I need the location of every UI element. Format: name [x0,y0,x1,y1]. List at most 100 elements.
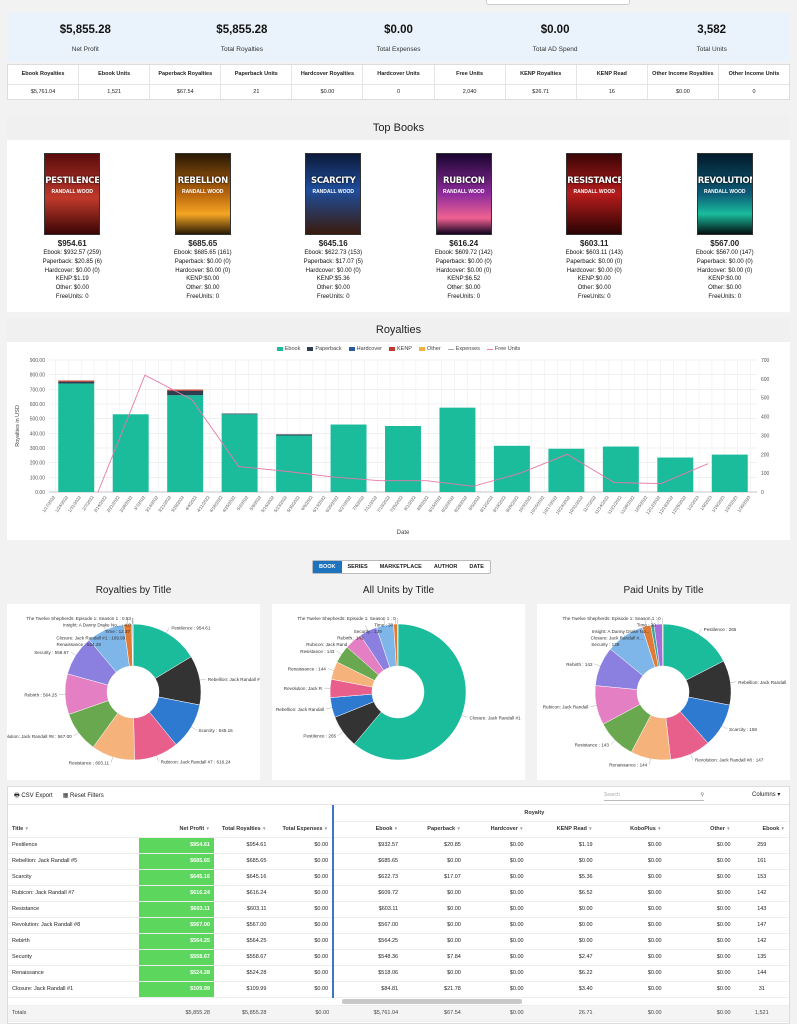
table-row[interactable]: Security $558.67 $558.67 $0.00 $548.36 $7.84 $… [8,949,789,966]
y-tick-label: 300.00 [30,446,46,452]
legend-item[interactable]: Free Units [486,346,520,352]
pie-label: Scarcity : 158 [729,727,757,732]
table-row[interactable]: Rebirth $564.25 $564.25 $0.00 $564.25 $0.00 $0… [8,933,789,950]
column-header[interactable]: KoboPlus ▼ [596,821,666,838]
tab-date[interactable]: DATE [469,564,484,570]
tab-series[interactable]: SERIES [347,564,368,570]
column-header[interactable]: Total Expenses ▼ [270,821,334,838]
bar-ebook [330,424,367,492]
tab-author[interactable]: AUTHOR [433,564,458,570]
legend-item[interactable]: Paperback [307,346,342,352]
y-tick-label: 900.00 [30,358,46,364]
table-row[interactable]: Scarcity $645.16 $645.16 $0.00 $622.73 $17.07… [8,869,789,886]
y2-tick-label: 0 [761,490,764,496]
book-cover-image[interactable]: RESISTANCE RANDALL WOOD [566,153,623,235]
legend-item[interactable]: KENP [389,346,412,352]
tab-marketplace[interactable]: MARKETPLACE [379,564,422,570]
filter-icon[interactable]: ▼ [260,825,267,831]
y-tick-label: 600.00 [30,402,46,408]
column-header[interactable]: Net Profit ▼ [138,821,214,838]
column-header[interactable]: Hardcover ▼ [464,821,528,838]
top-book[interactable]: RESISTANCE RANDALL WOOD $603.11 Ebook: $603… [529,153,660,302]
column-header[interactable]: KENP Read ▼ [527,821,597,838]
breakdown-label: Free Units [434,65,505,85]
filter-icon[interactable]: ▼ [586,826,593,831]
table-row[interactable]: Resistance $603.11 $603.11 $0.00 $603.11 $0.0… [8,901,789,918]
bar-ebook [112,414,149,492]
table-cell: $0.00 [596,933,666,950]
grid-toolbar: 🖶 CSV Export ▦ Reset Filters Search ⚲ Col… [8,787,789,805]
table-row[interactable]: Rubicon: Jack Randall #7 $616.24 $616.24 $0… [8,885,789,902]
top-book[interactable]: SCARCITY RANDALL WOOD $645.16 Ebook: $622.7… [268,153,399,302]
filter-icon[interactable]: ▼ [322,825,329,831]
table-cell: $0.00 [270,837,334,854]
top-book[interactable]: REVOLUTION RANDALL WOOD $567.00 Ebook: $567… [660,153,791,302]
column-header-label: KENP Read [556,826,587,832]
filter-icon[interactable]: ▼ [724,826,731,831]
legend-swatch [348,347,355,351]
pie-label-leader [325,707,332,710]
column-header[interactable]: Ebook ▼ [734,821,789,838]
table-cell: $0.00 [464,917,528,934]
tab-book[interactable]: BOOK [313,561,342,573]
table-cell: $0.00 [402,917,465,934]
book-total: $603.11 [580,239,609,248]
pie-label: Closure: Jack Randall #1 : 109.99 [56,636,125,641]
book-cover-image[interactable]: SCARCITY RANDALL WOOD [305,153,362,235]
filter-icon[interactable]: ▼ [392,826,399,831]
csv-export-button[interactable]: 🖶 CSV Export [14,792,53,799]
column-header[interactable]: Other ▼ [665,821,735,838]
column-header[interactable]: Paperback ▼ [402,821,465,838]
reset-filters-button[interactable]: ▦ Reset Filters [62,793,104,799]
columns-button[interactable]: Columns ▾ [752,792,781,798]
legend-item[interactable]: Expenses [447,346,480,352]
book-cover-image[interactable]: REVOLUTION RANDALL WOOD [696,153,753,235]
table-row[interactable]: Closure: Jack Randall #1 $109.99 $109.99 $0… [8,981,789,998]
bar-ebook [276,435,313,492]
book-cover-image[interactable]: REBELLION RANDALL WOOD [174,153,231,235]
filter-icon[interactable]: ▼ [655,826,662,831]
top-book[interactable]: REBELLION RANDALL WOOD $685.65 Ebook: $685.… [138,153,269,302]
column-header[interactable]: Ebook ▼ [332,821,403,838]
horizontal-scrollbar[interactable] [342,998,522,1004]
legend-swatch [447,348,454,350]
book-cover-image[interactable]: PESTILENCE RANDALL WOOD [44,153,101,235]
book-cover-image[interactable]: RUBICON RANDALL WOOD [435,153,492,235]
top-book[interactable]: PESTILENCE RANDALL WOOD $954.61 Ebook: $932… [7,153,138,302]
table-cell: $0.00 [596,837,666,854]
pie-label: Security : 558.67 [34,650,69,655]
cover-author: RANDALL WOOD [312,189,355,195]
totals-cell: 1,521 [734,1005,789,1022]
table-row[interactable]: Revolution: Jack Randall #8 $567.00 $567.0… [8,917,789,934]
table-row[interactable]: Renaissance $524.28 $524.28 $0.00 $518.06 $0.… [8,965,789,982]
pie-label-leader [191,726,197,731]
filter-icon[interactable]: ▼ [455,826,461,831]
book-free-line: FreeUnits: 0 [708,293,742,300]
pie-label-leader [590,705,597,707]
grid-search-input[interactable]: Search ⚲ [604,790,704,801]
table-cell: Rebirth [8,933,139,950]
table-cell: $109.99 [138,981,214,998]
column-header[interactable]: Title ▼ [8,821,139,838]
top-search-box[interactable] [486,0,630,5]
legend-label: KENP [397,346,412,352]
legend-item[interactable]: Other [418,346,441,352]
table-cell: $558.67 [213,949,271,966]
header-row[interactable]: Title ▼ Net Profit ▼ Total Royalties ▼ Tota… [8,821,789,838]
column-header[interactable]: Total Royalties ▼ [213,821,271,838]
filter-icon[interactable]: ▼ [517,826,524,831]
breakdown-label: Ebook Royalties [8,65,79,85]
pie-label-leader [199,678,206,681]
table-row[interactable]: Rebellion: Jack Randall #5 $685.65 $685.65… [8,853,789,870]
filter-icon[interactable]: ▼ [23,825,29,831]
legend-item[interactable]: Hardcover [348,346,382,352]
table-row[interactable]: Pestilence $954.61 $954.61 $0.00 $932.57 $20.… [8,837,789,854]
filter-icon[interactable]: ▼ [779,826,785,831]
pie-label: Insight: A Danny Drake No... [592,629,650,634]
legend-item[interactable]: Ebook [276,346,300,352]
legend-swatch [486,348,493,350]
book-paperback-line: Paperback: $0.00 (0) [696,258,753,265]
top-book[interactable]: RUBICON RANDALL WOOD $616.24 Ebook: $609.72… [399,153,530,302]
filter-icon[interactable]: ▼ [204,825,210,831]
x-tick-label: 1/30/2023 [736,494,751,513]
